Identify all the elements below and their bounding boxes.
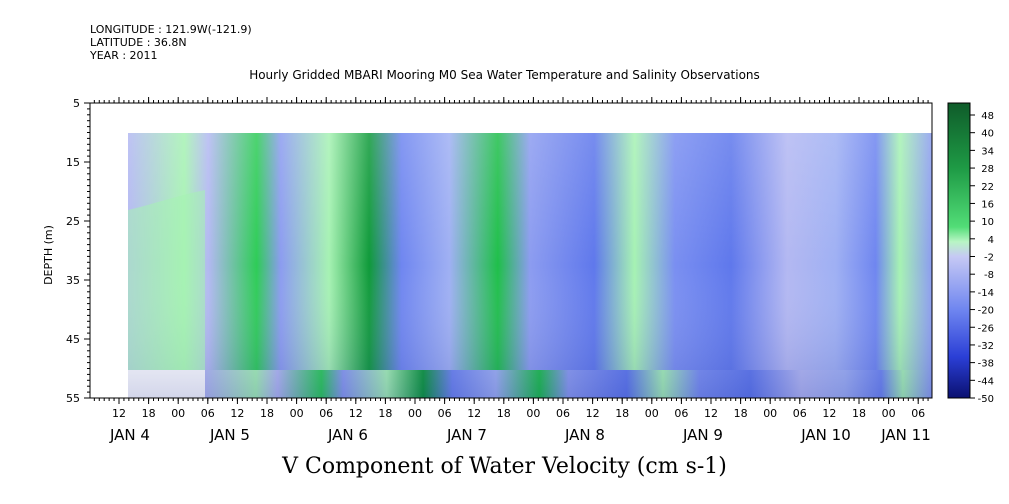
latitude-label: LATITUDE : 36.8N	[90, 36, 187, 49]
x-tick-label: 18	[260, 407, 274, 420]
colorbar-label: 48	[981, 111, 994, 122]
colorbar-label: -50	[978, 394, 994, 405]
x-tick-label: 06	[556, 407, 570, 420]
x-tick-label: 18	[497, 407, 511, 420]
x-tick-label: 18	[615, 407, 629, 420]
x-tick-label: 06	[793, 407, 807, 420]
colorbar-labels: 48 40 34 28 22 16 10 4 -2 -8 -14 -20 -26 -32 -38 -44 -50	[970, 111, 994, 405]
y-axis-label: DEPTH (m)	[42, 225, 55, 285]
x-day-label: JAN 8	[564, 426, 605, 444]
y-axis: 5 15 25 35 45 55	[66, 97, 90, 405]
colorbar-label: -38	[978, 359, 994, 370]
colorbar-label: -26	[978, 323, 994, 334]
colorbar-label: 34	[981, 146, 994, 157]
longitude-label: LONGITUDE : 121.9W(-121.9)	[90, 23, 252, 36]
x-tick-label: 18	[142, 407, 156, 420]
y-tick-label: 25	[66, 215, 80, 228]
x-tick-label: 06	[438, 407, 452, 420]
y-tick-label: 45	[66, 333, 80, 346]
x-day-label: JAN 4	[109, 426, 150, 444]
x-tick-label: 00	[645, 407, 659, 420]
x-axis: 12 18 00 06 12 18 00 06 12 18 00 06 12 18 00 06 12 18 00 06…	[93, 97, 931, 444]
x-tick-label: 12	[704, 407, 718, 420]
colorbar-label: 22	[981, 182, 994, 193]
x-day-label: JAN 11	[880, 426, 931, 444]
x-tick-label: 00	[171, 407, 185, 420]
colorbar-label: -2	[984, 253, 994, 264]
colorbar	[947, 102, 971, 399]
y-tick-label: 15	[66, 156, 80, 169]
x-day-label: JAN 6	[327, 426, 368, 444]
year-label: YEAR : 2011	[90, 49, 158, 62]
x-tick-label: 06	[201, 407, 215, 420]
chart-title: Hourly Gridded MBARI Mooring M0 Sea Wate…	[249, 68, 760, 82]
x-tick-label: 18	[734, 407, 748, 420]
x-day-label: JAN 10	[800, 426, 851, 444]
colorbar-label: 40	[981, 129, 994, 140]
x-day-label: JAN 7	[446, 426, 487, 444]
x-tick-label: 06	[674, 407, 688, 420]
x-tick-label: 12	[586, 407, 600, 420]
colorbar-label: -8	[984, 270, 994, 281]
colorbar-label: 4	[988, 235, 994, 246]
early-positive-region	[128, 190, 205, 370]
y-tick-label: 5	[73, 97, 80, 110]
x-tick-label: 12	[112, 407, 126, 420]
x-tick-label: 12	[822, 407, 836, 420]
x-tick-label: 00	[882, 407, 896, 420]
x-axis-label: V Component of Water Velocity (cm s-1)	[282, 454, 727, 479]
x-tick-label: 18	[378, 407, 392, 420]
x-tick-label: 00	[408, 407, 422, 420]
x-tick-label: 06	[911, 407, 925, 420]
y-tick-label: 35	[66, 274, 80, 287]
x-tick-label: 18	[852, 407, 866, 420]
colorbar-label: -44	[978, 376, 994, 387]
colorbar-label: 16	[981, 199, 994, 210]
velocity-field-depth-shading	[128, 133, 932, 398]
x-day-label: JAN 5	[209, 426, 250, 444]
x-tick-label: 12	[230, 407, 244, 420]
y-tick-label: 55	[66, 392, 80, 405]
x-tick-label: 06	[319, 407, 333, 420]
x-day-label: JAN 9	[682, 426, 723, 444]
x-tick-label: 12	[467, 407, 481, 420]
colorbar-label: -32	[978, 341, 994, 352]
x-tick-label: 00	[290, 407, 304, 420]
colorbar-label: 28	[981, 164, 994, 175]
colorbar-label: -20	[978, 306, 994, 317]
x-tick-label: 00	[763, 407, 777, 420]
x-tick-label: 12	[349, 407, 363, 420]
colorbar-label: 10	[981, 217, 994, 228]
colorbar-label: -14	[978, 288, 994, 299]
x-tick-label: 00	[526, 407, 540, 420]
